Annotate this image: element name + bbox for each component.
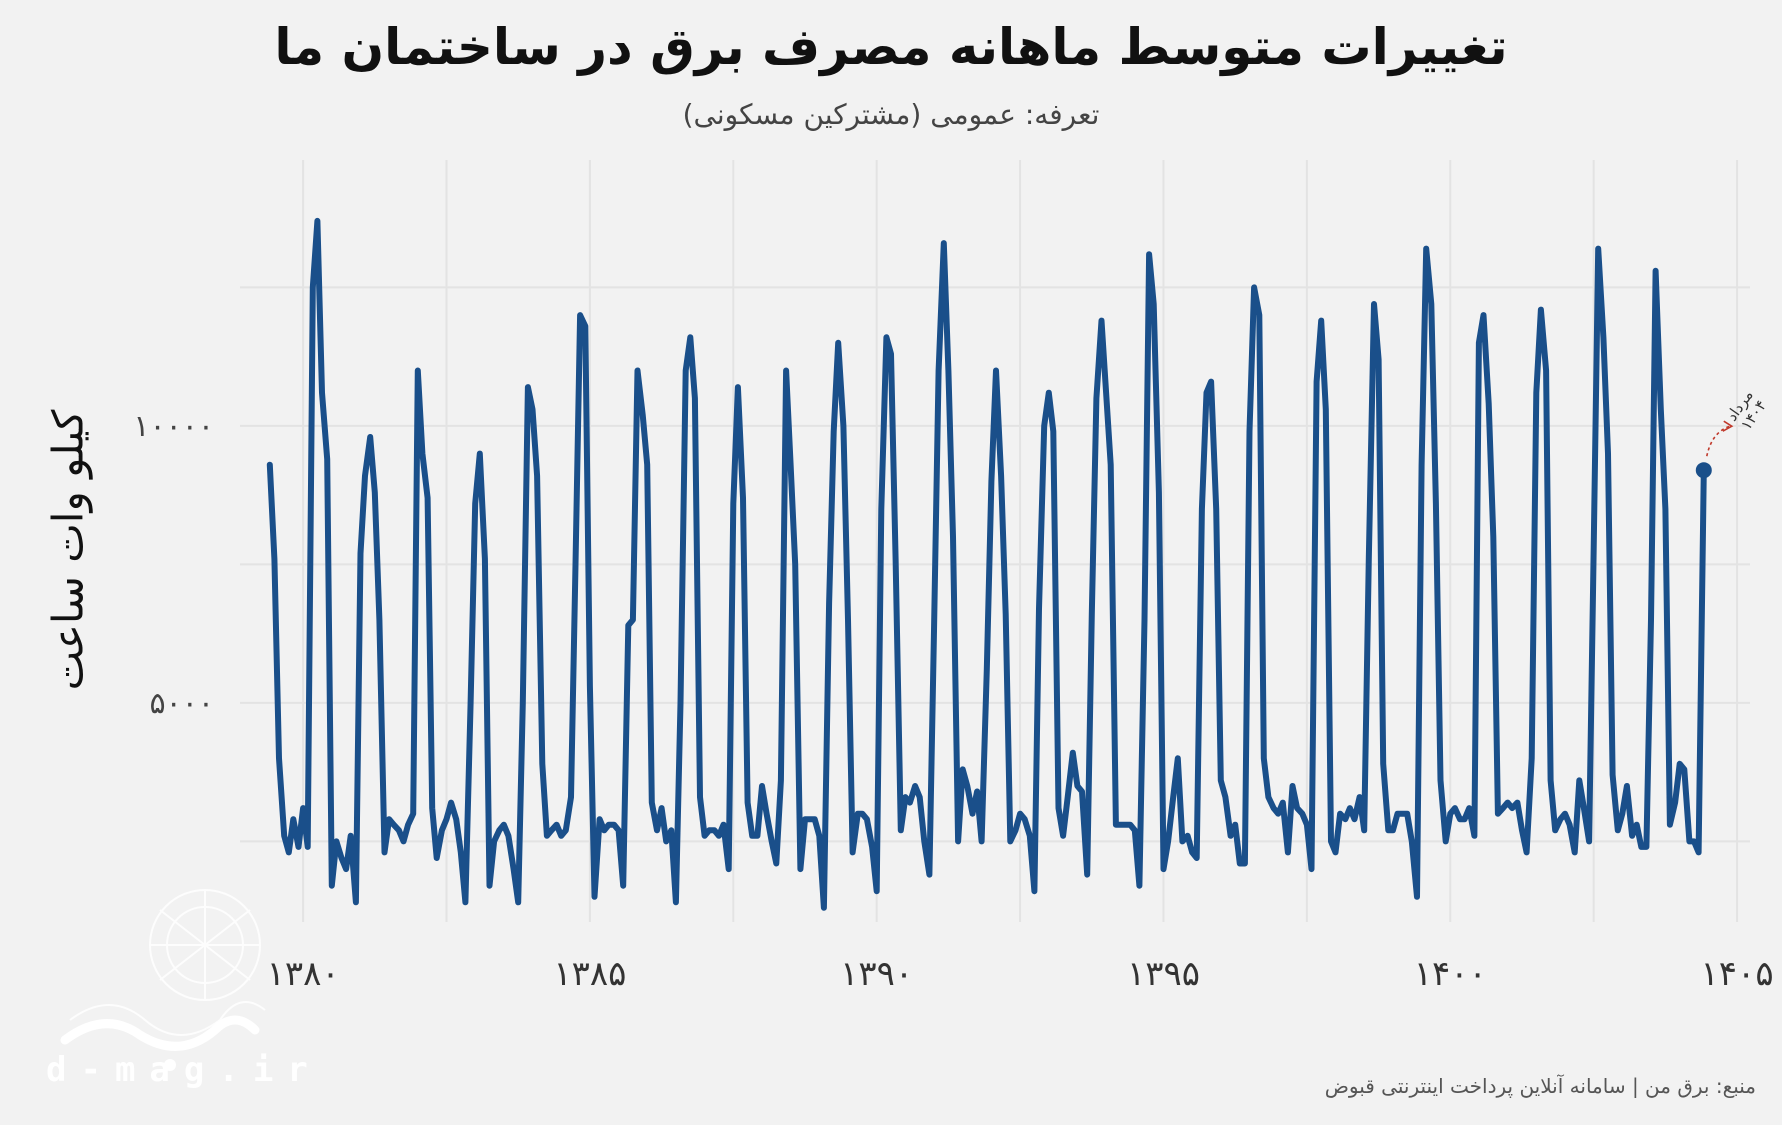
annotation-arrowhead xyxy=(1722,420,1734,432)
series-line xyxy=(266,217,1707,911)
source-caption: منبع: برق من | سامانه آنلاین پرداخت اینت… xyxy=(1324,1074,1756,1098)
axis-ticks: ۵۰۰۰ ۱۰۰۰۰ ۱۳۸۰ ۱۳۸۵ ۱۳۹۰ ۱۳۹۵ ۱۴۰۰ ۱۴۰۵ xyxy=(133,409,1773,994)
last-point-marker xyxy=(1695,462,1712,479)
watermark-text: d-mag.ir xyxy=(46,1050,322,1090)
x-tick-label: ۱۴۰۰ xyxy=(1414,954,1487,994)
chart-title: تغییرات متوسط ماهانه مصرف برق در ساختمان… xyxy=(274,18,1508,76)
y-tick-label: ۵۰۰۰ xyxy=(150,686,214,721)
series-layer xyxy=(266,217,1712,911)
x-tick-label: ۱۳۹۰ xyxy=(840,954,913,994)
annotation-arrow xyxy=(1706,425,1731,457)
x-tick-label: ۱۳۸۰ xyxy=(267,954,340,994)
x-tick-label: ۱۴۰۵ xyxy=(1701,954,1774,994)
watermark-logo-icon xyxy=(60,889,266,1071)
x-tick-label: ۱۳۹۵ xyxy=(1127,954,1200,994)
chart-subtitle: تعرفه: عمومی (مشترکین مسکونی) xyxy=(682,98,1100,131)
x-tick-label: ۱۳۸۵ xyxy=(553,954,626,994)
y-tick-label: ۱۰۰۰۰ xyxy=(133,409,214,444)
